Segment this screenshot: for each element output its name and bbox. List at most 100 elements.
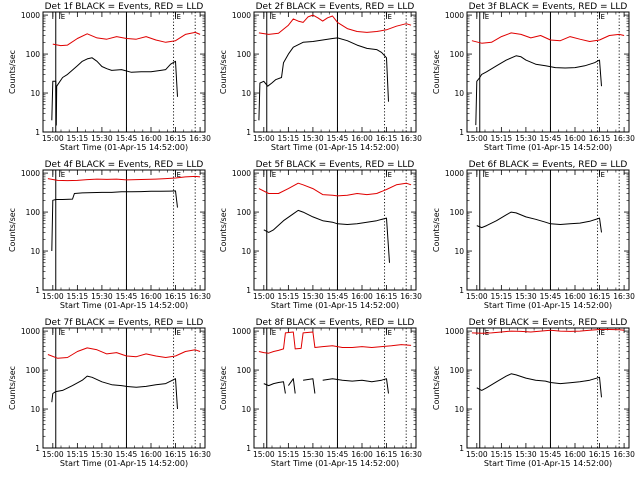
series-lld-line: [47, 347, 201, 359]
x-tick-label: 15:30: [91, 134, 113, 143]
plot-frame: [466, 11, 630, 133]
x-axis-label: Start Time (01-Apr-15 14:52:00): [484, 459, 612, 468]
x-tick-label: 16:00: [140, 450, 162, 459]
x-tick-label: 15:00: [253, 450, 275, 459]
y-tick-label: 1000: [445, 11, 464, 20]
x-tick-label: 15:00: [466, 292, 488, 301]
marker-label: E: [485, 171, 489, 179]
x-axis-label: Start Time (01-Apr-15 14:52:00): [271, 459, 399, 468]
series-events-line: [475, 55, 602, 126]
chart-panel-2: Det 2f BLACK = Events, RED = LLD 1 10 100 10…: [219, 2, 422, 152]
x-tick-label: 16:30: [613, 292, 635, 301]
marker-label: E: [272, 13, 276, 21]
x-tick-label: 15:00: [466, 134, 488, 143]
chart-title: Det 4f BLACK = Events, RED = LLD: [45, 160, 204, 170]
y-tick-label: 1000: [21, 327, 40, 336]
x-tick-label: 16:30: [189, 450, 211, 459]
y-tick-label: 100: [237, 50, 252, 59]
series-lld-line: [471, 32, 625, 44]
plot-frame: [42, 327, 206, 449]
x-tick-label: 15:15: [278, 134, 300, 143]
series-events-line: [263, 381, 286, 394]
y-tick-label: 1000: [232, 169, 251, 178]
x-tick-label: 15:00: [42, 450, 64, 459]
marker-label: E: [272, 329, 276, 337]
y-tick-label: 1000: [445, 327, 464, 336]
y-tick-label: 100: [26, 208, 41, 217]
chart-title: Det 6f BLACK = Events, RED = LLD: [469, 160, 628, 170]
x-tick-label: 15:45: [116, 450, 138, 459]
y-tick-label: 100: [450, 50, 465, 59]
y-tick-label: 1000: [21, 11, 40, 20]
x-axis-label: Start Time (01-Apr-15 14:52:00): [271, 301, 399, 310]
x-tick-label: 15:15: [278, 450, 300, 459]
series-events-line: [476, 373, 602, 398]
marker-label: E: [177, 13, 181, 21]
x-tick-label: 15:00: [253, 292, 275, 301]
chart-panel-3: Det 3f BLACK = Events, RED = LLD 1 10 100 10…: [432, 2, 635, 152]
x-axis-label: Start Time (01-Apr-15 14:52:00): [484, 301, 612, 310]
x-tick-label: 16:00: [351, 292, 373, 301]
x-axis-label: Start Time (01-Apr-15 14:52:00): [60, 459, 188, 468]
x-axis-label: Start Time (01-Apr-15 14:52:00): [271, 143, 399, 152]
series-events-line: [287, 378, 296, 394]
series-events-line: [322, 378, 389, 394]
x-tick-label: 16:15: [376, 292, 398, 301]
y-axis-label: Counts/sec: [8, 366, 17, 410]
x-tick-label: 15:15: [67, 134, 89, 143]
x-tick-label: 15:00: [253, 134, 275, 143]
x-tick-label: 15:00: [42, 292, 64, 301]
x-tick-label: 16:00: [564, 134, 586, 143]
y-axis-label: Counts/sec: [8, 50, 17, 94]
chart-title: Det 3f BLACK = Events, RED = LLD: [469, 2, 628, 12]
x-tick-label: 15:15: [491, 292, 513, 301]
chart-panel-4: Det 4f BLACK = Events, RED = LLD 1 10 100 10…: [8, 160, 211, 310]
x-axis-label: Start Time (01-Apr-15 14:52:00): [484, 143, 612, 152]
y-tick-label: 10: [454, 405, 464, 414]
marker-label: E: [61, 171, 65, 179]
series-events-line: [51, 375, 178, 410]
x-tick-label: 15:30: [515, 134, 537, 143]
chart-title: Det 1f BLACK = Events, RED = LLD: [45, 2, 204, 12]
chart-panel-6: Det 6f BLACK = Events, RED = LLD 1 10 100 10…: [432, 160, 635, 310]
chart-panel-9: Det 9f BLACK = Events, RED = LLD 1 10 100 10…: [432, 318, 635, 468]
y-tick-label: 10: [30, 89, 40, 98]
x-tick-label: 15:30: [302, 450, 324, 459]
marker-label: E: [388, 171, 392, 179]
x-tick-label: 15:15: [491, 134, 513, 143]
x-tick-label: 16:30: [400, 292, 422, 301]
x-tick-label: 16:30: [613, 450, 635, 459]
y-tick-label: 10: [454, 247, 464, 256]
x-tick-label: 16:30: [400, 134, 422, 143]
marker-label: E: [177, 329, 181, 337]
y-tick-label: 1: [459, 444, 464, 453]
y-tick-label: 1: [246, 286, 251, 295]
y-axis-label: Counts/sec: [8, 208, 17, 252]
plot-frame: [253, 11, 417, 133]
y-tick-label: 1000: [445, 169, 464, 178]
y-axis-label: Counts/sec: [219, 366, 228, 410]
x-axis-label: Start Time (01-Apr-15 14:52:00): [60, 301, 188, 310]
y-axis-label: Counts/sec: [219, 50, 228, 94]
y-tick-label: 1: [459, 128, 464, 137]
y-tick-label: 10: [30, 247, 40, 256]
y-tick-label: 1: [35, 444, 40, 453]
x-tick-label: 15:30: [515, 450, 537, 459]
y-tick-label: 100: [26, 366, 41, 375]
x-tick-label: 15:30: [302, 134, 324, 143]
x-tick-label: 15:45: [327, 450, 349, 459]
chart-panel-1: Det 1f BLACK = Events, RED = LLD 1 10 100 10…: [8, 2, 211, 152]
x-tick-label: 15:45: [116, 292, 138, 301]
y-tick-label: 1: [35, 128, 40, 137]
x-tick-label: 15:15: [278, 292, 300, 301]
plot-frame: [466, 169, 630, 291]
y-tick-label: 1: [246, 444, 251, 453]
x-tick-label: 16:30: [189, 134, 211, 143]
y-tick-label: 10: [454, 89, 464, 98]
x-tick-label: 15:15: [491, 450, 513, 459]
series-lld-line: [258, 331, 412, 354]
x-tick-label: 15:30: [302, 292, 324, 301]
series-lld-line: [258, 182, 412, 197]
y-tick-label: 1000: [232, 327, 251, 336]
